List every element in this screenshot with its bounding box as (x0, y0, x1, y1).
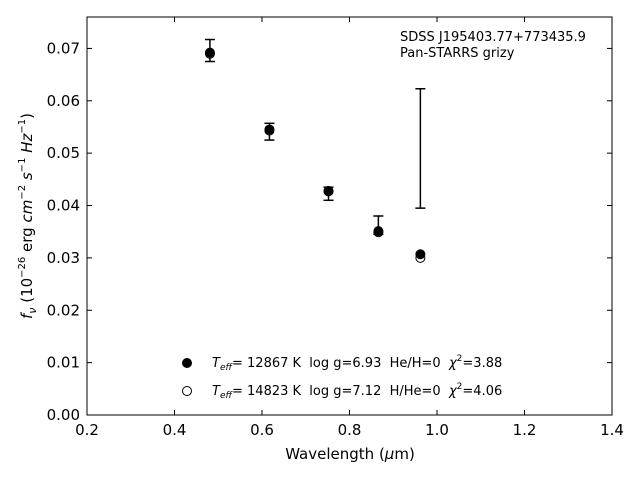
model-point-filled (323, 185, 334, 196)
object-name-annotation: SDSS J195403.77+773435.9 (400, 30, 586, 45)
x-tick-label: 0.8 (338, 421, 362, 439)
y-tick-label: 0.07 (47, 39, 80, 57)
model-point-filled (204, 47, 215, 58)
x-tick-label: 1.0 (425, 421, 449, 439)
x-tick-label: 0.4 (163, 421, 187, 439)
y-axis: 0.00 0.01 0.02 0.03 0.04 0.05 0.06 0.07 (47, 39, 612, 424)
x-tick-label: 1.2 (513, 421, 537, 439)
y-axis-label: fν (10−26 erg cm−2 s−1 Hz−1) (17, 113, 39, 319)
chart-marks (204, 38, 426, 263)
y-tick-label: 0.00 (47, 406, 80, 424)
y-tick-label: 0.01 (47, 354, 80, 372)
y-tick-label: 0.03 (47, 249, 80, 267)
legend-entry-2: Teff= 14823 K log g=7.12 H/He=0 χ2=4.06 (212, 382, 502, 401)
model-point-filled (264, 124, 275, 135)
y-tick-label: 0.06 (47, 92, 80, 110)
legend-marker-filled (182, 358, 192, 368)
model-point-filled (415, 249, 426, 260)
x-tick-label: 1.4 (600, 421, 624, 439)
x-axis: 0.2 0.4 0.6 0.8 1.0 1.2 1.4 (75, 17, 624, 439)
legend-entry-1: Teff= 12867 K log g=6.93 He/H=0 χ2=3.88 (212, 354, 502, 373)
legend-marker-open (182, 386, 192, 396)
survey-annotation: Pan-STARRS grizy (400, 46, 515, 61)
x-tick-label: 0.6 (250, 421, 274, 439)
legend: Teff= 12867 K log g=6.93 He/H=0 χ2=3.88 … (182, 354, 502, 401)
x-tick-label: 0.2 (75, 421, 99, 439)
y-tick-label: 0.04 (47, 197, 80, 215)
y-tick-label: 0.05 (47, 144, 80, 162)
x-axis-label: Wavelength (μm) (285, 445, 415, 463)
y-tick-label: 0.02 (47, 301, 80, 319)
model-point-filled (373, 226, 384, 237)
